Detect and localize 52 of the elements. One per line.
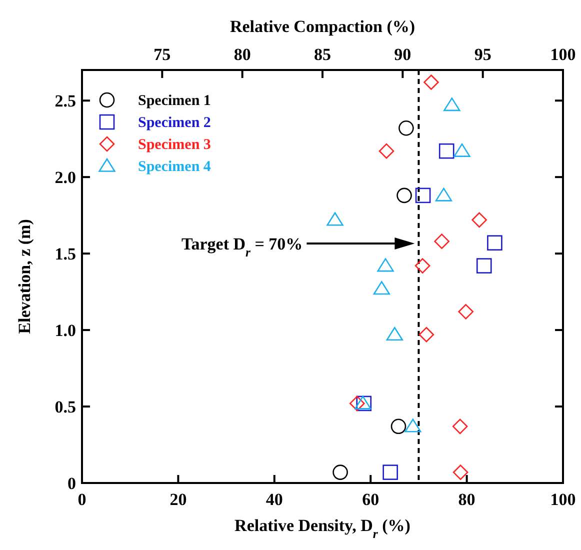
point — [434, 234, 450, 249]
point — [438, 143, 454, 159]
annotation: Target D$_{r}$ = 70% — [181, 234, 303, 260]
y-tick-label: 2.5 — [54, 92, 76, 111]
point — [390, 418, 406, 434]
y-axis-title: Elevation, z (m) — [15, 219, 34, 334]
point — [487, 235, 502, 250]
x-tick-label: 60 — [362, 490, 380, 509]
point — [418, 326, 434, 342]
x-tick-label: 80 — [458, 490, 476, 509]
x2-tick-label: 75 — [154, 45, 171, 64]
x-tick-label: 100 — [550, 490, 576, 509]
x2-tick-label: 90 — [394, 45, 412, 64]
x2-axis-title: Relative Compaction (%) — [230, 17, 416, 36]
x2-tick-label: 95 — [474, 45, 492, 64]
y-tick-label: 0 — [68, 474, 76, 493]
legend-label: Specimen 4 — [138, 159, 212, 175]
point — [404, 418, 422, 432]
point — [452, 418, 468, 434]
point — [476, 258, 492, 274]
y-tick-label: 2.0 — [54, 168, 76, 188]
x-axis-title: Relative Density, D$_{r}$ (%) — [234, 516, 410, 541]
point — [435, 188, 452, 202]
point — [377, 258, 394, 272]
point — [458, 304, 474, 320]
x2-tick-label: 80 — [234, 45, 251, 64]
x-tick-label: 40 — [266, 490, 283, 509]
point — [349, 396, 365, 412]
x2-tick-label: 85 — [314, 45, 331, 64]
point — [472, 212, 487, 228]
point — [326, 212, 344, 226]
point — [396, 188, 412, 204]
x-tick-label: 20 — [170, 490, 187, 509]
y-tick-label: 1.5 — [54, 244, 76, 264]
y-tick-label: 1.0 — [54, 321, 76, 340]
point — [424, 74, 439, 90]
point — [415, 188, 431, 204]
point — [373, 281, 390, 295]
point — [378, 143, 394, 159]
legend-label: Specimen 2 — [138, 115, 211, 131]
point — [444, 98, 460, 112]
legend-label: Specimen 3 — [138, 137, 211, 153]
point — [386, 326, 403, 341]
y-tick-label: 0.5 — [54, 398, 76, 417]
point — [382, 464, 398, 480]
point — [398, 120, 414, 136]
point — [452, 464, 468, 480]
point — [454, 143, 470, 157]
point — [414, 258, 430, 274]
point — [332, 464, 348, 480]
legend-label: Specimen 1 — [138, 93, 211, 109]
x2-tick-label: 100 — [550, 45, 576, 64]
